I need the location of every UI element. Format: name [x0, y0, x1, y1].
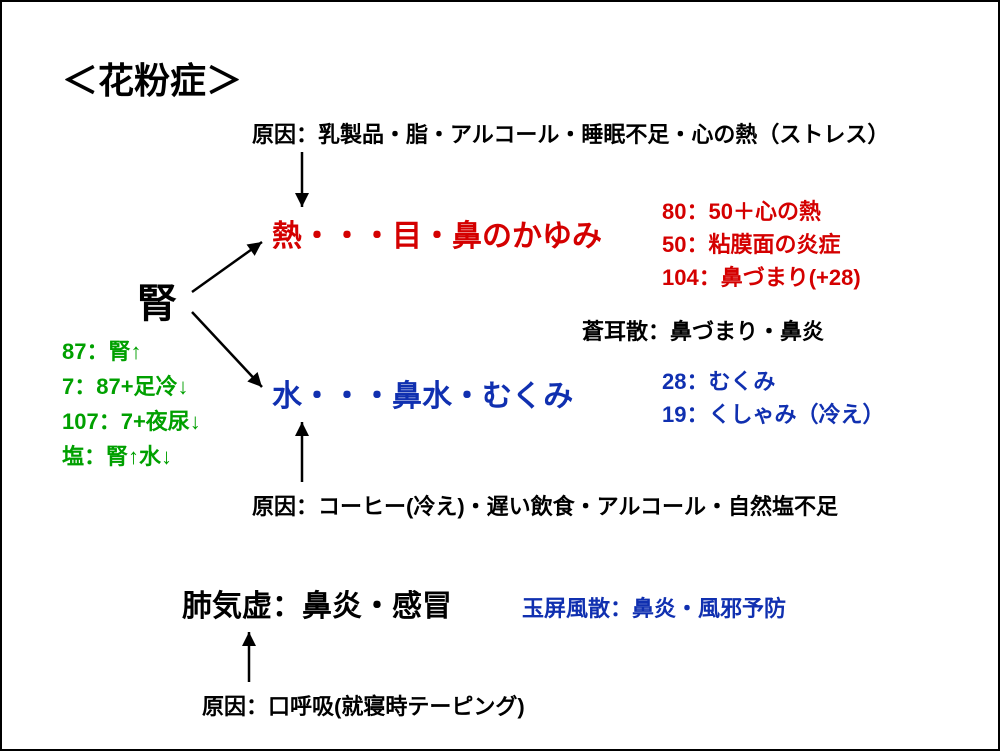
- root-note-0: 87：腎↑: [62, 337, 141, 367]
- heat-rx-2: 104：鼻づまり(+28): [662, 263, 861, 293]
- mid-black-text: 蒼耳散：鼻づまり・鼻炎: [582, 317, 824, 347]
- heat-rx-1: 50：粘膜面の炎症: [662, 230, 840, 260]
- lung-cause-text: 原因：口呼吸(就寝時テーピング): [202, 692, 525, 722]
- water-rx-1: 19：くしゃみ（冷え）: [662, 400, 884, 430]
- root-note-3: 塩：腎↑水↓: [62, 442, 172, 472]
- water-rx-0: 28：むくみ: [662, 367, 775, 397]
- heat-node: 熱・・・目・鼻のかゆみ: [272, 217, 602, 258]
- water-cause-text: 原因：コーヒー(冷え)・遅い飲食・アルコール・自然塩不足: [252, 492, 838, 522]
- root-note-1: 7：87+足冷↓: [62, 372, 189, 402]
- lung-node: 肺気虚：鼻炎・感冒: [182, 587, 452, 628]
- heat-rx-0: 80：50＋心の熱: [662, 197, 821, 227]
- diagram-canvas: ＜花粉症＞ 原因：乳製品・脂・アルコール・睡眠不足・心の熱（ストレス） 腎 87…: [0, 0, 1000, 751]
- root-node: 腎: [137, 277, 177, 331]
- heat-cause-text: 原因：乳製品・脂・アルコール・睡眠不足・心の熱（ストレス）: [252, 120, 889, 150]
- water-node: 水・・・鼻水・むくみ: [272, 377, 573, 418]
- lung-rx-text: 玉屏風散：鼻炎・風邪予防: [522, 594, 786, 624]
- title: ＜花粉症＞: [62, 57, 242, 106]
- root-note-2: 107：7+夜尿↓: [62, 407, 201, 437]
